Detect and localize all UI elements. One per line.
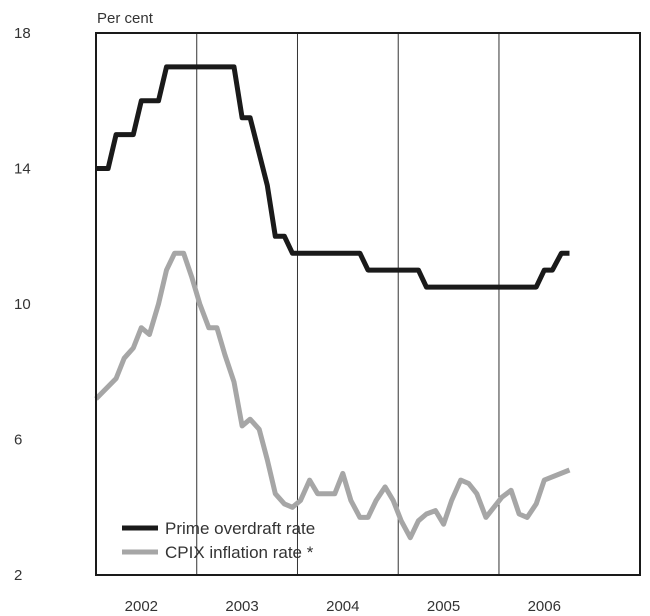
x-tick-label: 2005 [427, 598, 460, 615]
legend-label-1: CPIX inflation rate * [165, 543, 314, 562]
x-tick-label: 2003 [225, 598, 258, 615]
plot-frame [95, 32, 641, 576]
series-lines [94, 64, 571, 541]
series-line-0 [96, 64, 570, 290]
y-tick-labels: 2 6 10 14 18 [14, 25, 31, 584]
y-axis-label: Per cent [97, 10, 154, 27]
vertical-gridlines [196, 33, 500, 575]
x-tick-label: 2004 [326, 598, 359, 615]
y-tick-label: 6 [14, 432, 22, 449]
x-tick-label: 2002 [125, 598, 158, 615]
y-tick-label: 2 [14, 567, 22, 584]
y-tick-label: 14 [14, 161, 31, 178]
x-tick-labels: 2002 2003 2004 2005 2006 [125, 598, 561, 615]
y-tick-label: 18 [14, 25, 31, 42]
x-tick-label: 2006 [528, 598, 561, 615]
series-line-1 [94, 250, 571, 541]
y-tick-label: 10 [14, 296, 31, 313]
legend: Prime overdraft rate CPIX inflation rate … [122, 519, 315, 562]
legend-label-0: Prime overdraft rate [165, 519, 315, 538]
